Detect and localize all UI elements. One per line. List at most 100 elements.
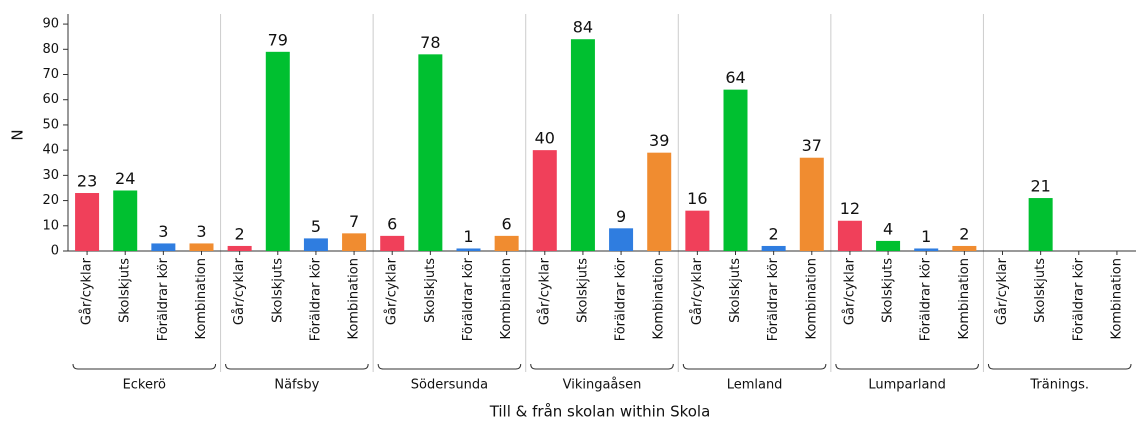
value-label: 2: [769, 224, 779, 243]
value-label: 84: [573, 18, 593, 37]
x-tick-label: Kombination: [347, 258, 362, 339]
x-tick-label: Kombination: [652, 258, 667, 339]
y-axis-label: N: [9, 129, 27, 140]
y-tick-label: 40: [42, 143, 59, 158]
value-label: 40: [535, 129, 555, 148]
bar: [799, 157, 824, 251]
bar: [265, 51, 290, 251]
group-bracket: [987, 363, 1132, 370]
y-tick-label: 70: [42, 67, 59, 82]
group-label: Södersunda: [411, 378, 488, 393]
group-bracket: [72, 363, 217, 370]
x-tick-label: Går/cyklar: [537, 257, 552, 325]
group-bracket: [377, 363, 522, 370]
value-label: 16: [687, 189, 707, 208]
bar: [876, 240, 901, 251]
value-label: 7: [349, 212, 359, 231]
y-tick-label: 50: [42, 117, 59, 132]
group-label: Näfsby: [274, 378, 319, 393]
x-tick-label: Kombination: [194, 258, 209, 339]
bar: [113, 190, 138, 251]
x-tick-label: Skolskjuts: [423, 258, 438, 323]
bar: [647, 152, 672, 251]
x-tick-label: Kombination: [804, 258, 819, 339]
bar: [418, 54, 443, 252]
bar: [723, 89, 748, 251]
bar: [609, 228, 634, 251]
bar: [685, 210, 710, 251]
bar: [227, 245, 252, 251]
x-tick-label: Skolskjuts: [728, 258, 743, 323]
x-tick-label: Skolskjuts: [1033, 258, 1048, 323]
x-tick-label: Föräldrar kör: [1071, 257, 1086, 341]
value-label: 21: [1030, 177, 1050, 196]
value-label: 64: [725, 68, 745, 87]
bar: [837, 220, 862, 251]
group-bracket: [682, 363, 827, 370]
x-tick-label: Skolskjuts: [575, 258, 590, 323]
x-axis-label: Till & från skolan within Skola: [489, 403, 711, 421]
bar: [75, 193, 100, 251]
y-tick-label: 0: [51, 244, 59, 259]
bar: [303, 238, 328, 251]
x-tick-label: Går/cyklar: [690, 257, 705, 325]
x-tick-label: Föräldrar kör: [919, 257, 934, 341]
value-label: 39: [649, 131, 669, 150]
x-tick-label: Kombination: [957, 258, 972, 339]
group-label: Lumparland: [868, 378, 946, 393]
x-tick-label: Föräldrar kör: [308, 257, 323, 341]
bar: [1028, 198, 1053, 251]
y-tick-label: 20: [42, 193, 59, 208]
value-label: 3: [158, 222, 168, 241]
x-tick-label: Föräldrar kör: [766, 257, 781, 341]
group-bracket: [225, 363, 369, 370]
value-label: 9: [616, 207, 626, 226]
bar: [456, 248, 481, 251]
y-tick-label: 90: [42, 17, 59, 32]
group-label: Eckerö: [123, 378, 166, 393]
x-tick-label: Kombination: [1109, 258, 1124, 339]
x-tick-label: Kombination: [499, 258, 514, 339]
group-label: Lemland: [727, 378, 783, 393]
x-tick-label: Går/cyklar: [385, 257, 400, 325]
bar: [914, 248, 939, 251]
value-label: 2: [959, 224, 969, 243]
bar: [494, 235, 519, 251]
value-label: 37: [802, 136, 822, 155]
x-tick-label: Föräldrar kör: [614, 257, 629, 341]
bar: [380, 235, 405, 251]
bar: [189, 243, 214, 251]
value-label: 6: [502, 214, 512, 233]
group-label: Vikingaåsen: [563, 378, 642, 393]
value-label: 6: [387, 214, 397, 233]
x-tick-label: Skolskjuts: [118, 258, 133, 323]
x-tick-label: Går/cyklar: [80, 257, 95, 325]
value-label: 24: [115, 169, 135, 188]
value-label: 79: [268, 30, 288, 49]
value-label: 2: [235, 224, 245, 243]
x-tick-label: Går/cyklar: [995, 257, 1010, 325]
x-tick-label: Föräldrar kör: [156, 257, 171, 341]
x-tick-label: Skolskjuts: [270, 258, 285, 323]
value-label: 4: [883, 219, 893, 238]
value-label: 1: [463, 227, 473, 246]
y-tick-label: 30: [42, 168, 59, 183]
y-tick-label: 10: [42, 218, 59, 233]
x-tick-label: Skolskjuts: [881, 258, 896, 323]
group-bracket: [835, 363, 979, 370]
value-label: 3: [196, 222, 206, 241]
bar: [342, 233, 367, 251]
y-tick-label: 60: [42, 92, 59, 107]
value-label: 23: [77, 172, 97, 191]
bar: [532, 150, 557, 251]
bar: [570, 39, 595, 251]
group-label: Tränings.: [1029, 378, 1089, 393]
value-label: 78: [420, 33, 440, 52]
value-label: 5: [311, 217, 321, 236]
group-bracket: [530, 363, 674, 370]
bar: [761, 245, 786, 251]
y-tick-label: 80: [42, 42, 59, 57]
x-tick-label: Går/cyklar: [842, 257, 857, 325]
bar: [952, 245, 977, 251]
